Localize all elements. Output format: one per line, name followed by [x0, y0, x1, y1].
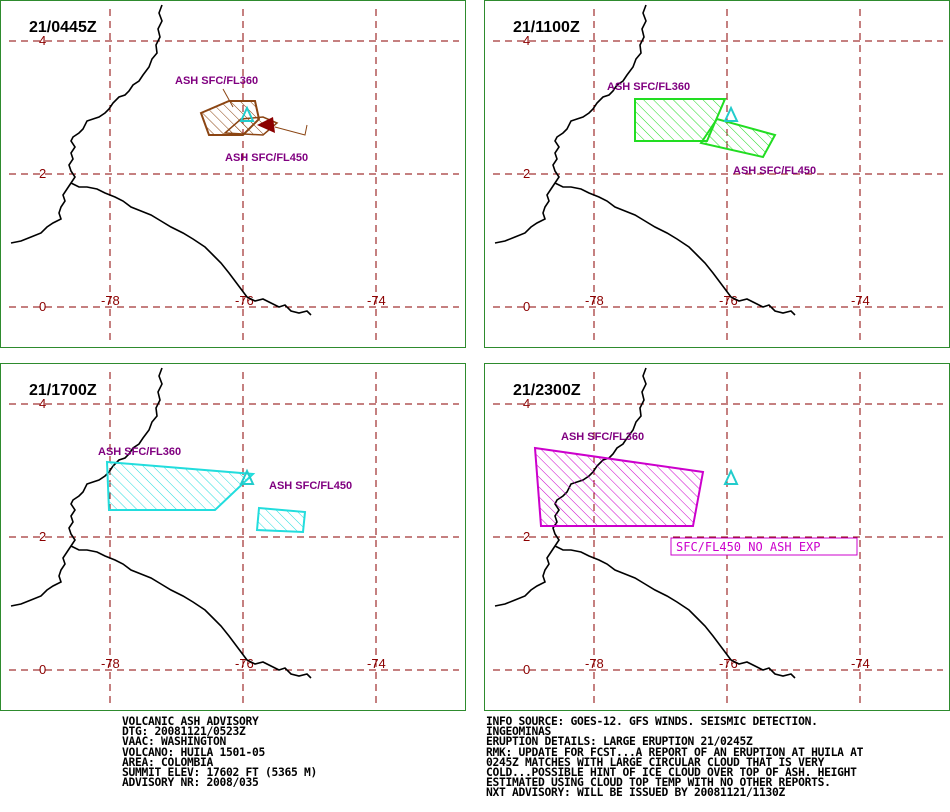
border-line: [70, 182, 312, 316]
advisory-line: ADVISORY NR: 2008/035: [122, 776, 259, 790]
map-canvas: 4 2 0 -78 -76 -74 ASH SFC/FL360 ASH SFC/FL450: [493, 4, 943, 341]
coastline: [10, 4, 163, 244]
advisory-line: DTG: 20081121/0523Z: [122, 725, 246, 739]
map-canvas: 4 2 0 -78 -76 -74 ASH SFC/FL360 ASH SFC/FL450: [9, 367, 459, 704]
advisory-line: VOLCANIC ASH ADVISORY: [122, 715, 259, 728]
panel-time-label: 21/2300Z: [513, 382, 581, 399]
forecast-panel-1700z: 4 2 0 -78 -76 -74 ASH SFC/FL360 ASH SFC/FL450 2…: [0, 363, 466, 711]
advisory-line: SUMMIT ELEV: 17602 FT (5365 M): [122, 766, 318, 780]
advisory-line: COLD...POSSIBLE HINT OF ICE CLOUD OVER T…: [486, 766, 857, 780]
panel-time-label: 21/1100Z: [513, 19, 580, 36]
longitude-label: -76: [719, 293, 738, 308]
latitude-label: 0: [39, 662, 46, 677]
forecast-panel-1100z: 4 2 0 -78 -76 -74 ASH SFC/FL360 ASH SFC/FL450 2…: [484, 0, 950, 348]
ash-cloud-fl450: [255, 506, 307, 534]
volcano-icon: [239, 468, 255, 485]
ash-cloud-fl360: [105, 460, 256, 511]
ash-cloud-fl450: [699, 117, 777, 159]
ash-cloud-label: ASH SFC/FL360: [175, 75, 258, 87]
volcano-icon: [239, 105, 255, 122]
latitude-label: 2: [523, 529, 530, 544]
latitude-label: 4: [39, 33, 46, 48]
advisory-line: 0245Z MATCHES WITH LARGE CIRCULAR CLOUD …: [486, 755, 825, 769]
longitude-label: -74: [367, 656, 386, 671]
longitude-label: -78: [101, 293, 120, 308]
ash-cloud-label: ASH SFC/FL360: [98, 446, 181, 458]
volcano-icon: [723, 105, 739, 122]
longitude-label: -74: [851, 656, 870, 671]
advisory-line: ERUPTION DETAILS: LARGE ERUPTION 21/0245…: [486, 735, 753, 749]
no-ash-note-box: [670, 537, 858, 556]
longitude-label: -76: [235, 656, 254, 671]
longitude-label: -78: [101, 656, 120, 671]
advisory-line: INGEOMINAS: [486, 725, 552, 739]
coastline: [10, 367, 163, 607]
advisory-line: RMK: UPDATE FOR FCST...A REPORT OF AN ER…: [486, 745, 864, 759]
latitude-label: 4: [523, 396, 530, 411]
forecast-panel-2300z: 4 2 0 -78 -76 -74 ASH SFC/FL360 SFC/FL450 NO AS…: [484, 363, 950, 711]
latitude-label: 4: [523, 33, 530, 48]
border-line: [554, 182, 796, 316]
latitude-label: 2: [39, 529, 46, 544]
panel-time-label: 21/1700Z: [29, 382, 97, 399]
longitude-label: -76: [719, 656, 738, 671]
label-leader: [274, 124, 308, 136]
latitude-label: 2: [39, 166, 46, 181]
map-canvas: 4 2 0 -78 -76 -74 ASH SFC/FL360 SFC/FL450 NO AS…: [493, 367, 943, 704]
ash-cloud-label: ASH SFC/FL450: [733, 165, 816, 177]
panel-time-label: 21/0445Z: [29, 19, 97, 36]
advisory-header-text: VOLCANIC ASH ADVISORY DTG: 20081121/0523Z…: [122, 715, 318, 790]
ash-cloud-core: [257, 117, 275, 133]
latitude-label: 0: [523, 299, 530, 314]
advisory-line: INFO SOURCE: GOES-12. GFS WINDS. SEISMIC…: [486, 715, 818, 728]
latitude-label: 2: [523, 166, 530, 181]
forecast-panel-0445z: 4 2 0 -78 -76 -74 ASH SFC/FL360 ASH SFC/FL450 2…: [0, 0, 466, 348]
advisory-remarks-text: INFO SOURCE: GOES-12. GFS WINDS. SEISMIC…: [486, 715, 864, 800]
volcano-icon: [723, 468, 739, 485]
ash-cloud-label: ASH SFC/FL450: [225, 152, 308, 164]
ash-cloud-fl360: [533, 446, 705, 527]
advisory-line: VOLCANO: HUILA 1501-05: [122, 745, 266, 759]
ash-cloud-label: ASH SFC/FL360: [607, 81, 690, 93]
map-canvas: 4 2 0 -78 -76 -74 ASH SFC/FL360 ASH SFC/FL450: [9, 4, 459, 341]
longitude-label: -74: [367, 293, 386, 308]
ash-cloud-label: ASH SFC/FL450: [269, 480, 352, 492]
latitude-label: 0: [39, 299, 46, 314]
latitude-label: 0: [523, 662, 530, 677]
no-ash-note-text: SFC/FL450 NO ASH EXP: [676, 540, 821, 554]
advisory-line: ESTIMATED USING CLOUD TOP TEMP WITH NO O…: [486, 776, 831, 790]
longitude-label: -78: [585, 293, 604, 308]
longitude-label: -74: [851, 293, 870, 308]
longitude-label: -78: [585, 656, 604, 671]
longitude-label: -76: [235, 293, 254, 308]
latitude-label: 4: [39, 396, 46, 411]
advisory-line: AREA: COLOMBIA: [122, 755, 214, 769]
border-line: [70, 545, 312, 679]
advisory-line: VAAC: WASHINGTON: [122, 735, 227, 749]
label-leader: [222, 88, 234, 108]
ash-cloud-label: ASH SFC/FL360: [561, 431, 644, 443]
advisory-line: NXT ADVISORY: WILL BE ISSUED BY 20081121…: [486, 786, 786, 800]
border-line: [554, 545, 796, 679]
coastline: [494, 4, 647, 244]
